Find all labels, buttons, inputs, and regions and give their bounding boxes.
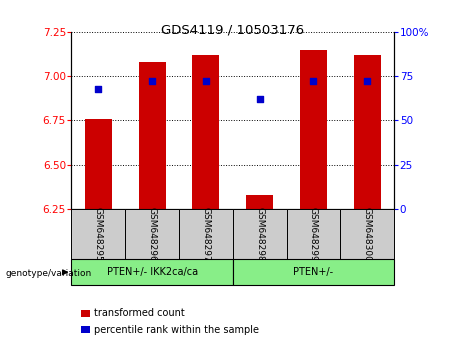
Text: PTEN+/-: PTEN+/- <box>293 267 334 277</box>
Bar <box>233 259 394 285</box>
Text: GSM648295: GSM648295 <box>94 207 103 262</box>
Bar <box>287 209 340 260</box>
Bar <box>71 209 125 260</box>
Point <box>364 79 371 84</box>
Bar <box>354 55 381 209</box>
Bar <box>179 209 233 260</box>
Text: GSM648297: GSM648297 <box>201 207 210 262</box>
Point <box>95 86 102 91</box>
Bar <box>139 62 165 209</box>
Text: GSM648300: GSM648300 <box>363 207 372 262</box>
Bar <box>85 119 112 209</box>
Bar <box>300 50 327 209</box>
Text: genotype/variation: genotype/variation <box>6 269 92 278</box>
Text: GSM648298: GSM648298 <box>255 207 264 262</box>
Point <box>202 79 210 84</box>
Point <box>148 79 156 84</box>
Text: GSM648299: GSM648299 <box>309 207 318 262</box>
Text: PTEN+/- IKK2ca/ca: PTEN+/- IKK2ca/ca <box>106 267 198 277</box>
Point <box>256 96 263 102</box>
Bar <box>71 259 233 285</box>
Text: GDS4119 / 10503176: GDS4119 / 10503176 <box>161 23 304 36</box>
Bar <box>125 209 179 260</box>
Text: percentile rank within the sample: percentile rank within the sample <box>94 325 259 335</box>
Bar <box>340 209 394 260</box>
Bar <box>233 209 287 260</box>
Text: transformed count: transformed count <box>94 308 184 318</box>
Text: GSM648296: GSM648296 <box>148 207 157 262</box>
Bar <box>246 195 273 209</box>
Point <box>310 79 317 84</box>
Bar <box>193 55 219 209</box>
